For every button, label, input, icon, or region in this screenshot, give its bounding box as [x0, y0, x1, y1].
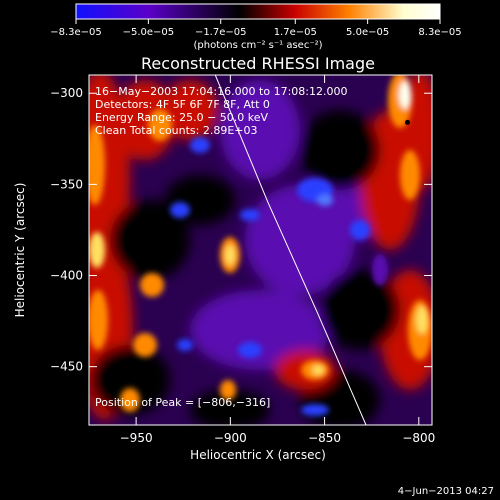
- heatmap-blob: [312, 365, 324, 375]
- heatmap-blob: [89, 125, 105, 205]
- image-annotations: 16−May−2003 17:04:16.000 to 17:08:12.000…: [95, 85, 348, 409]
- heatmap-blob: [301, 404, 329, 416]
- heatmap-image: [89, 75, 432, 425]
- y-tick-label: −450: [50, 360, 83, 374]
- colorbar-tick-label: −8.3e−05: [50, 27, 102, 38]
- heatmap-blob: [238, 342, 262, 358]
- heatmap-blob: [110, 200, 190, 280]
- heatmap-blob: [399, 81, 411, 109]
- x-axis-ticks: −950 −900 −850 −800: [120, 75, 435, 445]
- heatmap-blob: [89, 232, 105, 268]
- y-axis-ticks: −450 −400 −350 −300: [50, 86, 432, 374]
- heatmap-blob: [220, 80, 300, 180]
- heatmap-blob: [89, 290, 108, 350]
- heatmap-blob: [320, 270, 400, 350]
- colorbar: −8.3e−05 −5.0e−05 −1.7e−05 1.7e−05 5.0e−05 8.…: [50, 3, 462, 51]
- footer-timestamp: 4−Jun−2013 04:27: [398, 486, 494, 497]
- heatmap-blob: [372, 254, 388, 286]
- solar-limb-line: [214, 75, 367, 425]
- heatmap-blob: [220, 380, 236, 400]
- heatmap-blob: [162, 80, 218, 140]
- x-tick-label: −950: [120, 431, 153, 445]
- colorbar-tick-label: −5.0e−05: [123, 27, 175, 38]
- heatmap-blob: [120, 388, 140, 412]
- annotation-detectors: Detectors: 4F 5F 6F 7F 8F, Att 0: [95, 98, 270, 111]
- peak-marker: [405, 119, 410, 125]
- y-tick-label: −400: [50, 269, 83, 283]
- colorbar-ticks: −8.3e−05 −5.0e−05 −1.7e−05 1.7e−05 5.0e−05 8.…: [50, 19, 462, 38]
- chart-title: Reconstructed RHESSI Image: [141, 54, 375, 73]
- annotation-total-counts: Clean Total counts: 2.89E+03: [95, 124, 258, 137]
- heatmap-blob: [300, 110, 380, 190]
- x-tick-label: −850: [308, 431, 341, 445]
- heatmap-blob: [190, 290, 330, 370]
- colorbar-scale: [75, 3, 441, 20]
- heatmap-blob: [190, 390, 270, 425]
- y-tick-label: −350: [50, 177, 83, 191]
- heatmap-blob: [400, 150, 420, 200]
- heatmap-blob: [416, 306, 428, 334]
- heatmap-blob: [350, 220, 370, 240]
- heatmap-blob: [90, 345, 170, 415]
- heatmap-blob: [190, 137, 210, 153]
- y-axis-title: Heliocentric Y (arcsec): [13, 183, 27, 318]
- x-tick-label: −800: [402, 431, 435, 445]
- colorbar-tick-label: −1.7e−05: [195, 27, 247, 38]
- heatmap-blob: [225, 245, 235, 265]
- colorbar-tick-label: 1.7e−05: [274, 27, 317, 38]
- colorbar-tick-label: 5.0e−05: [346, 27, 389, 38]
- x-tick-label: −900: [214, 431, 247, 445]
- heatmap-blob: [165, 175, 235, 225]
- colorbar-units-label: (photons cm⁻² s⁻¹ asec⁻²): [193, 40, 322, 51]
- heatmap-blob: [240, 209, 260, 221]
- heatmap-blob: [170, 202, 190, 218]
- annotation-energy-range: Energy Range: 25.0 − 50.0 keV: [95, 111, 269, 124]
- heatmap-blob: [317, 194, 333, 206]
- heatmap-blob: [177, 339, 193, 351]
- heatmap-blob: [148, 109, 172, 141]
- heatmap-blob: [133, 333, 157, 357]
- x-axis-title: Heliocentric X (arcsec): [190, 448, 326, 462]
- annotation-peak-position: Position of Peak = [−806,−316]: [95, 396, 270, 409]
- colorbar-tick-label: 8.3e−05: [418, 27, 461, 38]
- heatmap-blob: [140, 273, 164, 297]
- y-tick-label: −300: [50, 86, 83, 100]
- annotation-time-range: 16−May−2003 17:04:16.000 to 17:08:12.000: [95, 85, 348, 98]
- plot-frame: [88, 74, 433, 426]
